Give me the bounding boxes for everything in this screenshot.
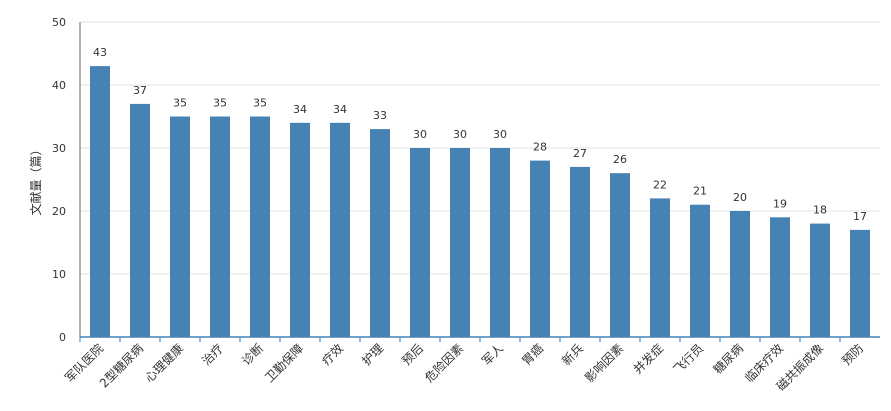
x-tick-label-2: 心理健康 — [142, 341, 187, 386]
y-tick-label-10: 10 — [52, 268, 66, 281]
data-label-18: 18 — [813, 204, 827, 217]
x-tick-label-15: 飞行员 — [671, 341, 706, 376]
y-tick-label-20: 20 — [52, 205, 66, 218]
x-tick-label-9: 危险因素 — [422, 341, 467, 386]
x-tick-label-5: 卫勤保障 — [262, 341, 307, 386]
bar-0 — [90, 66, 110, 337]
x-tick-label-12: 新兵 — [559, 341, 587, 369]
bar-16 — [730, 211, 750, 337]
bar-15 — [690, 204, 710, 337]
x-tick-label-10: 军人 — [479, 341, 506, 368]
x-tick-label-3: 治疗 — [199, 341, 226, 368]
bar-2 — [170, 116, 190, 337]
y-tick-label-0: 0 — [59, 331, 66, 344]
bar-19 — [850, 229, 870, 337]
bar-5 — [290, 122, 310, 337]
bar-4 — [250, 116, 270, 337]
y-tick-label-40: 40 — [52, 79, 66, 92]
data-label-16: 20 — [733, 191, 747, 204]
data-labels: 43 37 35 35 35 34 34 33 30 30 30 28 27 26 22 21 20 19 18 17 — [93, 46, 867, 223]
x-tick-label-13: 影响因素 — [582, 341, 627, 386]
bar-11 — [530, 160, 550, 337]
data-label-19: 17 — [853, 210, 867, 223]
bar-1 — [130, 103, 150, 338]
data-label-15: 21 — [693, 185, 707, 198]
x-tick-label-1: 2型糖尿病 — [96, 341, 146, 391]
data-label-10: 30 — [493, 128, 507, 141]
data-label-8: 30 — [413, 128, 427, 141]
bar-7 — [370, 129, 390, 337]
bar-3 — [210, 116, 230, 337]
data-label-14: 22 — [653, 178, 667, 191]
bar-18 — [810, 223, 830, 337]
data-label-12: 27 — [573, 147, 587, 160]
data-label-5: 34 — [293, 103, 307, 116]
data-label-4: 35 — [253, 97, 267, 110]
data-label-6: 34 — [333, 103, 347, 116]
x-tick-label-19: 预防 — [839, 341, 867, 369]
x-tick-label-6: 疗效 — [319, 341, 347, 369]
x-tick-label-14: 并发症 — [630, 341, 666, 377]
data-label-0: 43 — [93, 46, 107, 59]
bar-14 — [650, 198, 670, 337]
bar-9 — [450, 148, 470, 337]
bar-8 — [410, 148, 430, 337]
data-label-3: 35 — [213, 97, 227, 110]
bar-13 — [610, 173, 630, 337]
x-tick-label-16: 糖尿病 — [710, 341, 746, 377]
y-axis-title: 文献量（篇） — [28, 143, 43, 215]
bars — [90, 66, 870, 338]
bar-12 — [570, 166, 590, 337]
data-label-9: 30 — [453, 128, 467, 141]
data-label-17: 19 — [773, 197, 787, 210]
data-label-2: 35 — [173, 97, 187, 110]
x-tick-label-4: 诊断 — [239, 341, 267, 369]
gridlines — [80, 21, 880, 275]
x-tick-label-7: 护理 — [359, 341, 386, 368]
bar-17 — [770, 217, 790, 337]
data-label-1: 37 — [133, 84, 147, 97]
x-tick-label-11: 胃癌 — [519, 341, 547, 369]
data-label-13: 26 — [613, 153, 627, 166]
y-tick-label-50: 50 — [52, 16, 66, 29]
data-label-11: 28 — [533, 141, 547, 154]
bar-10 — [490, 148, 510, 337]
bar-6 — [330, 122, 350, 337]
x-tick-label-8: 预后 — [399, 341, 426, 368]
y-tick-label-30: 30 — [52, 142, 66, 155]
data-label-7: 33 — [373, 109, 387, 122]
